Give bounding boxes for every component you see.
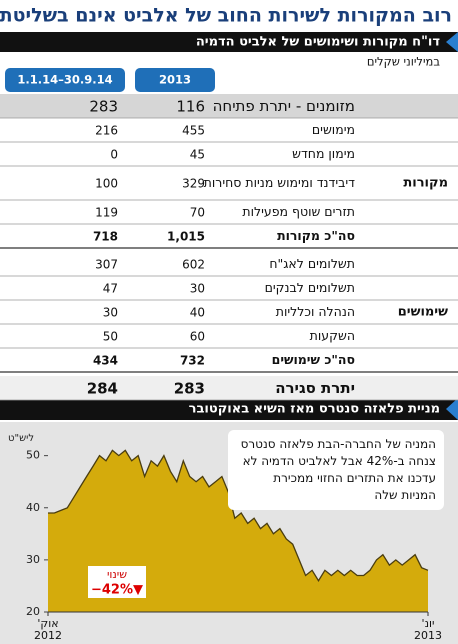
row-label: מימושים — [311, 122, 355, 137]
row-label: מימון מחדש — [292, 146, 355, 161]
row-label-box: מימושים — [311, 122, 355, 137]
row-bg — [0, 376, 458, 400]
y-tick-label: 40 — [26, 501, 40, 514]
row-label-box: תזרים שוטף מפעילות — [242, 204, 355, 219]
y-tick-label: 20 — [26, 605, 40, 618]
row-label-box: מימון מחדש — [292, 146, 355, 161]
row-label-box: סה"כ שימושים — [271, 352, 355, 367]
column-tab — [135, 68, 215, 92]
cell-value: 434 — [93, 354, 118, 368]
section-bar — [0, 398, 458, 420]
cell-value: 283 — [174, 380, 205, 398]
row-label: תשלומים לאג"ח — [269, 256, 355, 271]
row-label-box: דיבידנד ומימוש מניות סחירות — [203, 175, 355, 190]
row-label: סה"כ מקורות — [277, 228, 355, 243]
row-label-box: מזומנים - יתרת פתיחה — [212, 97, 355, 115]
group-label: מקורות — [403, 176, 448, 191]
cell-value: 602 — [182, 258, 205, 272]
cell-value: 100 — [95, 177, 118, 191]
row-label-box: תשלומים לבנקים — [264, 280, 355, 295]
row-label: יתרת סגירה — [275, 379, 355, 397]
column-tab — [5, 68, 125, 92]
row-label: הנהלה וכלליות — [275, 304, 355, 319]
cell-value: 119 — [95, 206, 118, 220]
cell-value: 70 — [190, 206, 205, 220]
line — [48, 449, 429, 582]
cell-value: 284 — [87, 380, 118, 398]
row-label-box: הנהלה וכלליות — [275, 304, 355, 319]
group-label: שימושים — [398, 305, 448, 320]
section-heading: דו"ח מקורות ושימושים של אלביט הדמיה — [196, 35, 441, 50]
cell-value: 0 — [110, 148, 118, 162]
row-label: דיבידנד ומימוש מניות סחירות — [203, 175, 355, 190]
y-tick-label: 50 — [26, 449, 40, 462]
x-tick-label: אוק' 2012 — [34, 617, 62, 642]
column-header: 2013 — [159, 73, 191, 87]
change-box — [88, 566, 146, 598]
cell-value: 30 — [190, 282, 205, 296]
y-axis-label: ליש"ט — [8, 433, 34, 444]
cell-value: 47 — [103, 282, 118, 296]
section-marker — [446, 398, 458, 420]
row-label-box: סה"כ מקורות — [277, 228, 355, 243]
cell-value: 45 — [190, 148, 205, 162]
cell-value: 60 — [190, 330, 205, 344]
cell-value: 307 — [95, 258, 118, 272]
section-bar — [0, 32, 458, 52]
row-label-box: יתרת סגירה — [275, 379, 355, 397]
cell-value: 1,015 — [167, 230, 205, 244]
cell-value: 50 — [103, 330, 118, 344]
y-tick-label: 30 — [26, 553, 40, 566]
cell-value: 30 — [103, 306, 118, 320]
section-marker — [446, 32, 458, 52]
annotation: המניה של החברה-הבת פלאזה סנטרס צנחה ב-42… — [240, 437, 436, 502]
cell-value: 116 — [176, 98, 205, 116]
change-value: −42%▼ — [91, 583, 143, 598]
x-tick-label-box: יונ' 2013 — [414, 617, 442, 642]
row-label: תזרים שוטף מפעילות — [242, 204, 355, 219]
row-bg — [0, 94, 458, 118]
row-label: השקעות — [309, 328, 355, 343]
cell-value: 40 — [190, 306, 205, 320]
unit-note: במיליוני שקלים — [367, 55, 441, 69]
annotation-box: המניה של החברה-הבת פלאזה סנטרס צנחה ב-42… — [240, 437, 436, 502]
change-label: שינוי — [107, 568, 127, 581]
cell-value: 718 — [93, 230, 118, 244]
cell-value: 732 — [180, 354, 205, 368]
title: רוב המקורות לשירות החוב של אלביט אינם בש… — [0, 5, 452, 27]
chart-title: מניית פלאזה סנטרס מאז השיא באוקטובר — [189, 402, 440, 417]
column-header: 1.1.14–30.9.14 — [17, 73, 112, 87]
x-tick-label: יונ' 2013 — [414, 617, 442, 642]
row-label: סה"כ שימושים — [271, 352, 355, 367]
cell-value: 283 — [89, 98, 118, 116]
row-label-box: השקעות — [309, 328, 355, 343]
row-label-box: תשלומים לאג"ח — [269, 256, 355, 271]
cell-value: 329 — [182, 177, 205, 191]
row-label: מזומנים - יתרת פתיחה — [212, 97, 355, 115]
x-tick-label-box: אוק' 2012 — [34, 617, 62, 642]
cell-value: 216 — [95, 124, 118, 138]
cell-value: 455 — [182, 124, 205, 138]
annotation-box — [228, 430, 444, 510]
row-label: תשלומים לבנקים — [264, 280, 355, 295]
